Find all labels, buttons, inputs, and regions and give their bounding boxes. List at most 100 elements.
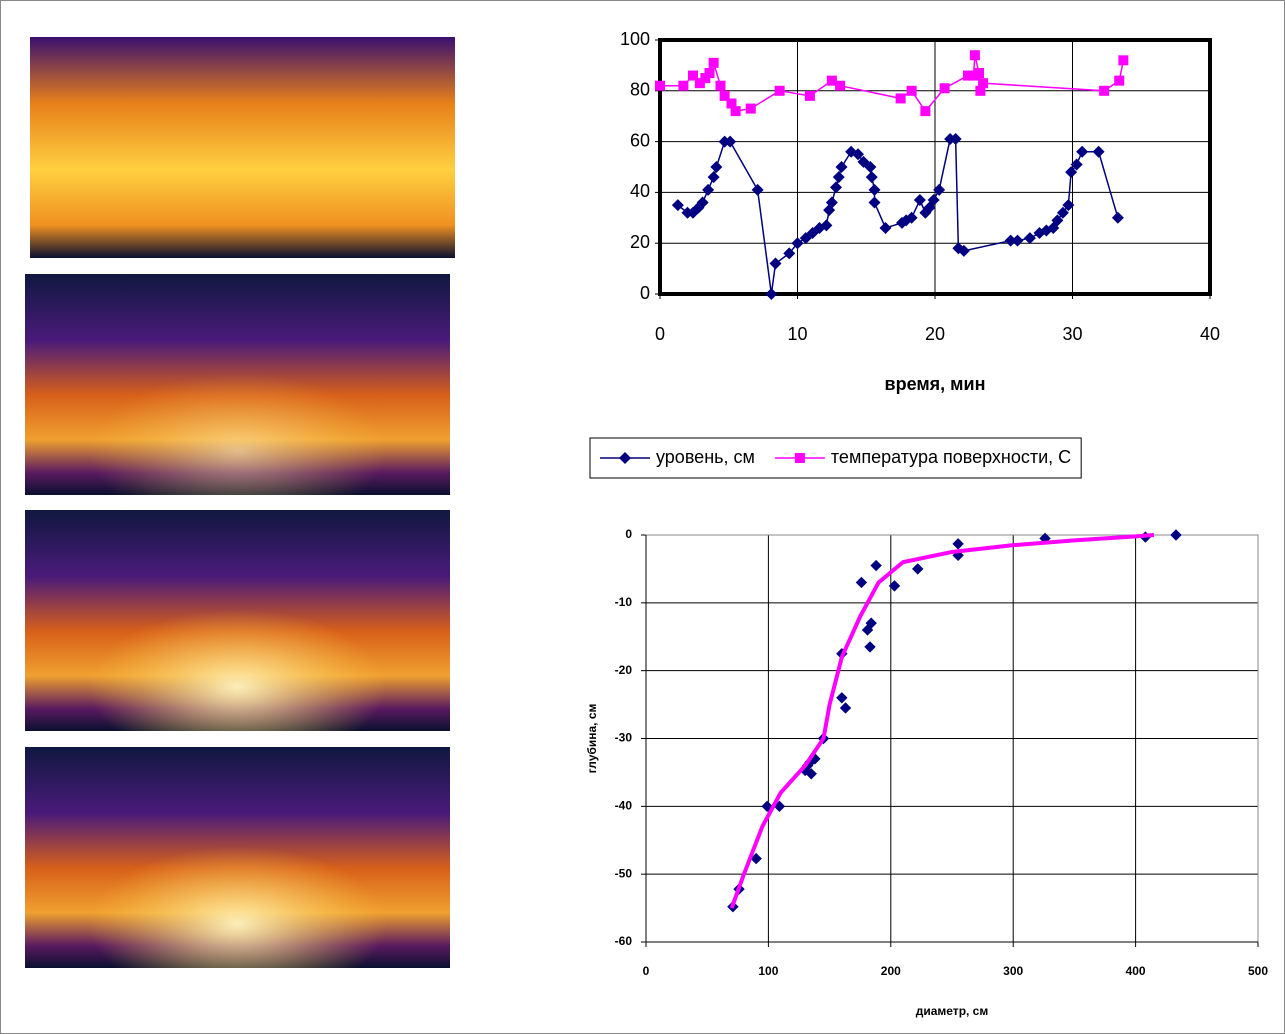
marker [726,98,737,109]
x-axis-title: время, мин [885,374,986,394]
marker [1114,75,1125,86]
legend-marker [794,453,805,463]
x-tick-label: 200 [881,964,901,978]
marker [710,161,723,173]
marker [715,80,726,91]
marker [745,103,756,114]
image-glow [25,510,450,731]
marker [888,580,901,592]
y-axis-title: глубина, см [585,704,599,774]
y-tick-label: 80 [630,80,650,100]
y-tick-label: 0 [625,527,632,541]
marker [774,85,785,96]
marker [835,161,848,173]
marker [765,288,778,300]
marker [974,68,984,79]
y-tick-label: -40 [615,799,633,813]
x-axis-title: диаметр, см [916,1004,989,1018]
marker [835,80,846,91]
marker [975,85,986,96]
marker [864,161,877,173]
y-tick-label: 40 [630,181,650,201]
marker [724,135,737,148]
marker [702,183,715,196]
legend-box [589,437,1082,479]
legend-marker [619,452,631,464]
marker [826,75,837,86]
marker [1065,166,1078,179]
image-glow [25,274,450,495]
y-tick-label: 0 [640,283,650,303]
y-tick-label: -20 [615,663,633,677]
marker [927,194,940,207]
marker [952,538,964,550]
marker [933,183,946,196]
marker [913,194,926,207]
marker [1056,206,1069,219]
marker [836,692,848,704]
marker [1039,532,1051,545]
marker [688,70,698,81]
marker [969,50,980,61]
y-tick-label: -60 [615,934,633,948]
x-tick-label: 300 [1003,964,1023,978]
x-tick-label: 0 [655,324,665,344]
marker [870,559,882,572]
y-tick-label: 20 [630,232,650,252]
marker [704,68,715,79]
marker [1070,158,1083,171]
marker [678,80,689,91]
marker [1062,199,1075,212]
y-tick-label: 100 [620,29,650,49]
x-tick-label: 20 [925,324,945,344]
marker [905,211,918,224]
marker [963,70,973,81]
marker [865,617,877,629]
marker [1118,55,1129,66]
plot-frame [658,38,1212,296]
marker [1099,85,1110,96]
x-tick-label: 30 [1062,324,1082,344]
x-tick-label: 10 [787,324,807,344]
y-tick-label: -10 [615,595,633,609]
marker [1092,145,1105,158]
marker [750,852,762,865]
marker [1023,232,1036,245]
y-tick-label: -50 [615,866,633,880]
image-glow [25,747,450,968]
marker [751,183,764,196]
marker [825,196,838,209]
marker [864,641,876,653]
marker [978,78,989,89]
x-tick-label: 400 [1126,964,1146,978]
marker [906,85,917,96]
marker [920,106,931,117]
y-tick-label: 60 [630,130,650,150]
marker [1051,214,1064,227]
marker [957,244,970,257]
marker [855,576,868,589]
marker [868,196,881,209]
marker [830,181,842,194]
legend-label: температура поверхности, С [831,447,1071,467]
marker [700,73,711,84]
marker [655,80,665,91]
x-tick-label: 0 [643,964,650,978]
marker [912,563,924,575]
marker [895,93,906,104]
marker [1004,234,1017,247]
marker [832,171,845,184]
marker [868,183,881,196]
marker [865,171,878,184]
x-tick-label: 100 [758,964,778,978]
marker [791,237,804,250]
marker [769,257,782,270]
marker [730,106,741,117]
marker [1170,529,1182,541]
image [30,37,455,258]
marker [783,247,796,260]
x-tick-label: 40 [1200,324,1220,344]
marker [805,768,817,780]
marker [708,57,719,68]
